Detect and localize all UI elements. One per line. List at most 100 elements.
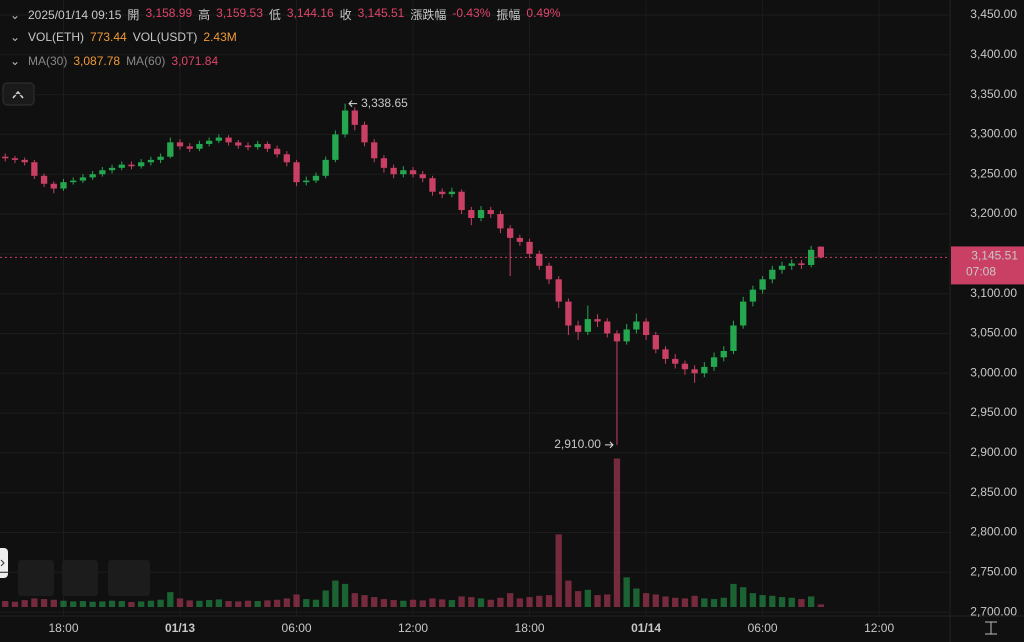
volume-value: 2.43M [203, 30, 237, 44]
y-tick-label: 3,450.00 [970, 7, 1017, 21]
field-value: -0.43% [452, 6, 491, 20]
volume-bar [633, 588, 640, 607]
volume-bar [652, 594, 659, 607]
field-value: 3,158.99 [145, 6, 193, 20]
volume-bar [312, 599, 320, 607]
volume-bar [778, 597, 786, 607]
y-tick-label: 3,350.00 [970, 87, 1017, 101]
volume-bar [332, 580, 339, 607]
volume-bar [371, 597, 378, 607]
volume-bar [283, 598, 290, 607]
field-value: 3,145.51 [357, 6, 405, 20]
volume-bar [642, 593, 650, 607]
candle-body [672, 358, 679, 364]
candle-body [788, 263, 795, 266]
chevron[interactable]: ⌄ [10, 30, 21, 44]
volume-bar [2, 601, 9, 607]
price-tag-label: 3,145.51 [971, 249, 1018, 263]
volume-bar [215, 599, 223, 607]
volume-bar [264, 600, 271, 607]
candle-body [759, 279, 766, 290]
candle-body [21, 159, 28, 163]
candle-body [312, 175, 320, 181]
candle-body [186, 146, 193, 149]
candle-body [652, 335, 659, 350]
volume-bar [526, 597, 533, 607]
volume-bar [769, 595, 776, 607]
volume-bar [89, 601, 96, 607]
candle-body [633, 321, 640, 330]
volume-bar [710, 599, 718, 607]
candle-body [332, 134, 339, 160]
candle-body [79, 177, 87, 181]
x-tick-label: 06:00 [282, 621, 312, 635]
chevron[interactable]: ⌄ [10, 54, 21, 68]
settings-icon[interactable] [985, 621, 997, 635]
side-tab[interactable] [0, 548, 8, 578]
volume-bar [477, 598, 485, 607]
volume-bar [536, 595, 543, 607]
candle-body [215, 137, 223, 141]
y-tick-label: 2,850.00 [970, 485, 1017, 499]
candle-body [99, 170, 106, 175]
candle-body [710, 357, 718, 367]
volume-bar [128, 602, 135, 607]
volume-bar [138, 601, 145, 607]
candle-body [545, 265, 553, 280]
candle-body [798, 263, 805, 265]
volume-bar [99, 601, 106, 607]
candle-body [157, 156, 164, 160]
candle-body [594, 319, 601, 322]
candle-body [205, 140, 213, 144]
x-tick-label: 01/14 [631, 621, 661, 635]
field-label: 收 [339, 8, 352, 22]
volume-bar [662, 596, 669, 607]
candle-body [89, 174, 96, 178]
volume-label: VOL(ETH) [28, 30, 85, 44]
candle-body [691, 369, 698, 374]
ma-label: MA(60) [126, 54, 166, 68]
volume-bar [254, 601, 261, 607]
volume-bar [303, 599, 310, 607]
candle-body [526, 241, 533, 254]
volume-bar [691, 595, 698, 607]
candle-body [31, 162, 38, 176]
candle-body [225, 137, 232, 143]
field-label: 高 [198, 8, 211, 22]
volume-bar [788, 597, 795, 607]
timestamp: 2025/01/14 09:15 [28, 7, 122, 22]
volume-bar [439, 599, 446, 607]
volume-bar [21, 600, 28, 607]
volume-bar [351, 593, 358, 607]
candle-body [167, 142, 174, 157]
volume-bar [458, 596, 465, 607]
x-tick-label: 06:00 [748, 621, 778, 635]
field-label: 振幅 [496, 8, 521, 22]
collapse-button[interactable] [2, 82, 35, 106]
volume-bar [390, 600, 397, 607]
candle-body [50, 183, 57, 189]
y-tick-label: 2,900.00 [970, 445, 1017, 459]
candle-body [351, 110, 358, 125]
volume-bar [322, 590, 329, 607]
candle-body [341, 110, 349, 135]
candle-body [701, 366, 708, 374]
candle-body [264, 143, 271, 149]
volume-bar [594, 595, 601, 607]
y-tick-label: 3,400.00 [970, 47, 1017, 61]
volume-bar [419, 600, 426, 607]
volume-bar [235, 601, 242, 607]
candle-body [196, 143, 203, 149]
volume-bar [50, 599, 57, 607]
chevron[interactable]: ⌄ [10, 7, 21, 22]
x-tick-label: 01/13 [165, 621, 195, 635]
candle-body [584, 319, 591, 332]
annotation-label: 2,910.00 [554, 437, 601, 451]
volume-bar [429, 598, 436, 607]
candle-body [108, 167, 116, 171]
grid [0, 0, 950, 616]
candle-body [138, 162, 145, 167]
candle-body [613, 333, 621, 342]
